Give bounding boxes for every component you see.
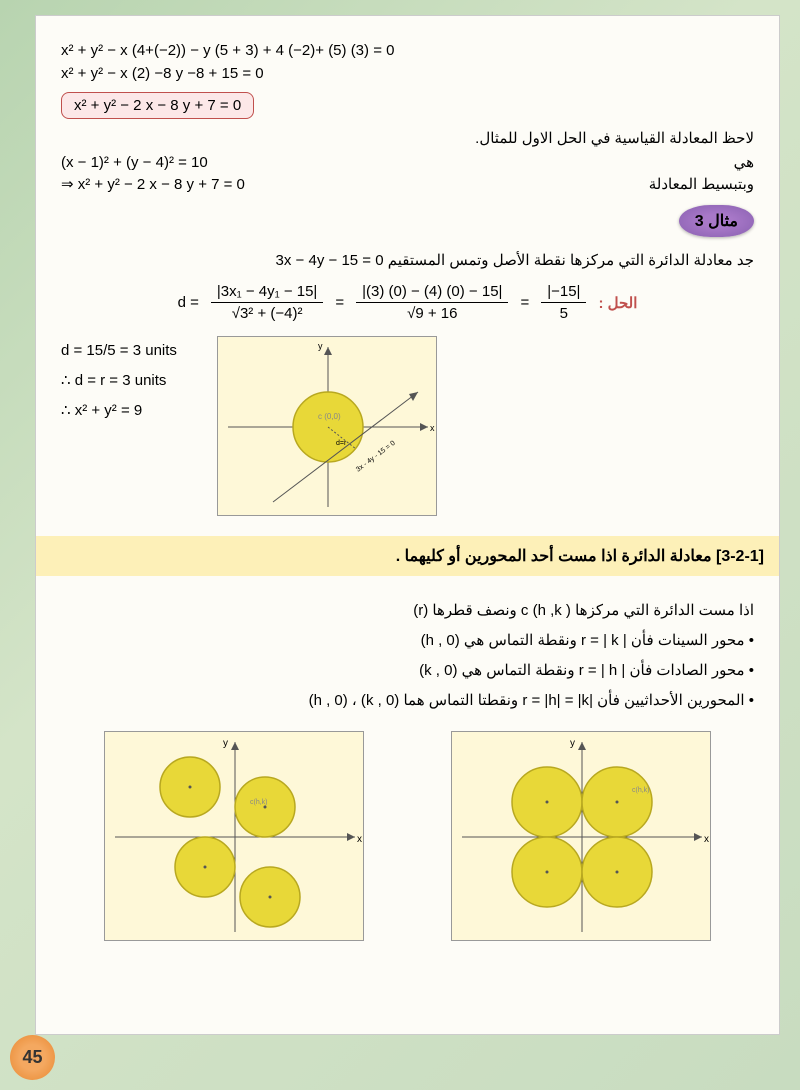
solution-label: الحل : (598, 294, 637, 312)
note-text: لاحظ المعادلة القياسية في الحل الاول للم… (61, 129, 754, 147)
svg-text:d=r: d=r (336, 440, 347, 447)
page-number-badge: 45 (10, 1035, 55, 1080)
svg-text:x: x (430, 423, 435, 433)
intro-line: اذا مست الدائرة التي مركزها ( c (h ,k ون… (61, 596, 754, 626)
tangent-rules: اذا مست الدائرة التي مركزها ( c (h ,k ون… (61, 596, 754, 716)
page-content: x² + y² − x (4+(−2)) − y (5 + 3) + 4 (−2… (35, 15, 780, 1035)
bullet-1: • محور السينات فأن | r = | k ونقطة التما… (61, 626, 754, 656)
svg-text:x: x (704, 834, 709, 845)
standard-form-row: (x − 1)² + (y − 4)² = 10 هي (61, 153, 754, 171)
distance-equation: d = |3x₁ − 4y₁ − 15| √3² + (−4)² = |(3) … (61, 281, 754, 324)
tangent-svg: x y c (0,0) d=r 3x - 4y - 15 = 0 (218, 337, 438, 517)
std-equation: (x − 1)² + (y − 4)² = 10 (61, 154, 208, 171)
diagram-y-axis-tangent: x y c(h,k) (451, 731, 711, 941)
d-label: d = (178, 294, 199, 311)
fraction-1: |3x₁ − 4y₁ − 15| √3² + (−4)² (211, 281, 323, 324)
diagram-x-axis-tangent: x y c(h,k) (104, 731, 364, 941)
equation-1: x² + y² − x (4+(−2)) − y (5 + 3) + 4 (−2… (61, 42, 754, 59)
std-label: هي (734, 153, 754, 171)
svg-text:y: y (223, 738, 228, 749)
result-row: d = 15/5 = 3 units ∴ d = r = 3 units ∴ x… (61, 336, 754, 516)
simp-label: وبتبسيط المعادلة (649, 175, 754, 193)
svg-text:c(h,k): c(h,k) (632, 787, 650, 794)
svg-text:x: x (357, 834, 362, 845)
diagrams-row: x y c(h,k) x y (61, 731, 754, 941)
x-tangent-svg: x y c(h,k) (105, 732, 365, 942)
svg-text:y: y (570, 738, 575, 749)
svg-text:y: y (318, 341, 323, 351)
boxed-equation: x² + y² − 2 x − 8 y + 7 = 0 (61, 92, 254, 119)
fraction-2: |(3) (0) − (4) (0) − 15| √9 + 16 (356, 281, 508, 324)
svg-text:c(h,k): c(h,k) (250, 799, 268, 806)
result-text: d = 15/5 = 3 units ∴ d = r = 3 units ∴ x… (61, 336, 177, 426)
y-tangent-svg: x y c(h,k) (452, 732, 712, 942)
equation-2: x² + y² − x (2) −8 y −8 + 15 = 0 (61, 65, 754, 82)
section-banner: [3-2-1] معادلة الدائرة اذا مست أحد المحو… (36, 536, 779, 576)
svg-text:3x - 4y - 15 = 0: 3x - 4y - 15 = 0 (355, 440, 397, 474)
example-badge: مثال 3 (679, 205, 754, 237)
simp-equation: ⇒ x² + y² − 2 x − 8 y + 7 = 0 (61, 175, 245, 193)
svg-text:c (0,0): c (0,0) (318, 412, 341, 421)
simplified-row: ⇒ x² + y² − 2 x − 8 y + 7 = 0 وبتبسيط ال… (61, 175, 754, 193)
fraction-3: |−15| 5 (541, 281, 586, 324)
problem-text: جد معادلة الدائرة التي مركزها نقطة الأصل… (61, 251, 754, 269)
bullet-3: • المحورين الأحداثيين فأن |r = |h| = |k … (61, 686, 754, 716)
bullet-2: • محور الصادات فأن | r = | h ونقطة التما… (61, 656, 754, 686)
diagram-circle-tangent: x y c (0,0) d=r 3x - 4y - 15 = 0 (217, 336, 437, 516)
